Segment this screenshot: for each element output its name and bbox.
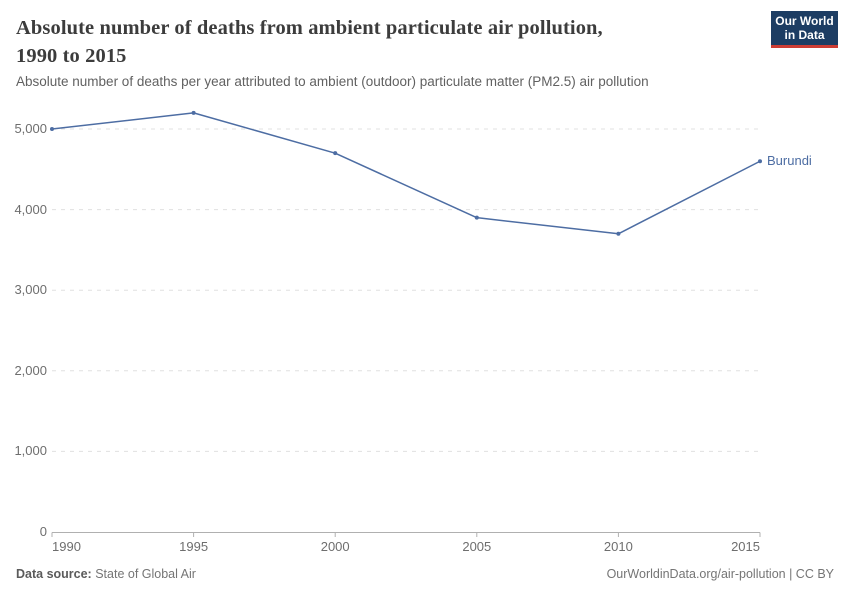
y-tick-label-5000: 5,000 [14, 121, 47, 136]
series-end-label[interactable]: Burundi [767, 153, 812, 169]
attribution-link[interactable]: OurWorldinData.org/air-pollution | CC BY [606, 567, 834, 581]
x-tick-label-2010: 2010 [603, 539, 633, 554]
burundi-point-2000 [333, 151, 338, 156]
data-source-value: State of Global Air [91, 567, 196, 581]
y-tick-label-3000: 3,000 [14, 282, 47, 298]
burundi-point-1990 [50, 127, 54, 131]
y-tick-label-2000: 2,000 [14, 362, 47, 378]
data-source: Data source: State of Global Air [16, 567, 196, 581]
burundi-point-1995 [191, 110, 196, 115]
chart-title: Absolute number of deaths from ambient p… [16, 14, 716, 70]
x-tick-label-2005: 2005 [462, 539, 492, 554]
data-source-label: Data source: [16, 567, 92, 581]
chart-title-line2: 1990 to 2015 [16, 45, 127, 67]
x-tick-label-1990: 1990 [52, 539, 81, 554]
burundi-line-series[interactable] [50, 110, 762, 236]
chart-subtitle: Absolute number of deaths per year attri… [16, 74, 649, 89]
x-tick-label-1995: 1995 [179, 539, 209, 554]
y-tick-label-4000: 4,000 [14, 201, 47, 217]
y-tick-label-0: 0 [39, 524, 47, 539]
burundi-line [51, 112, 761, 235]
burundi-point-2015 [758, 159, 762, 164]
owid-logo-line1: Our World [775, 14, 834, 28]
owid-logo-line2: in Data [784, 28, 825, 42]
owid-logo[interactable]: Our World in Data [771, 11, 838, 48]
burundi-point-2010 [616, 231, 621, 236]
x-tick-label-2000: 2000 [320, 539, 350, 554]
burundi-point-2005 [474, 215, 479, 220]
x-tick-label-2015: 2015 [731, 539, 760, 554]
y-tick-label-1000: 1,000 [14, 443, 47, 459]
chart-title-line1: Absolute number of deaths from ambient p… [16, 17, 603, 39]
